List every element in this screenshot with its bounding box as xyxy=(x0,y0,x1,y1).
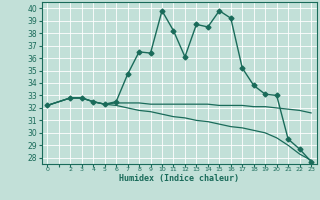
X-axis label: Humidex (Indice chaleur): Humidex (Indice chaleur) xyxy=(119,174,239,183)
